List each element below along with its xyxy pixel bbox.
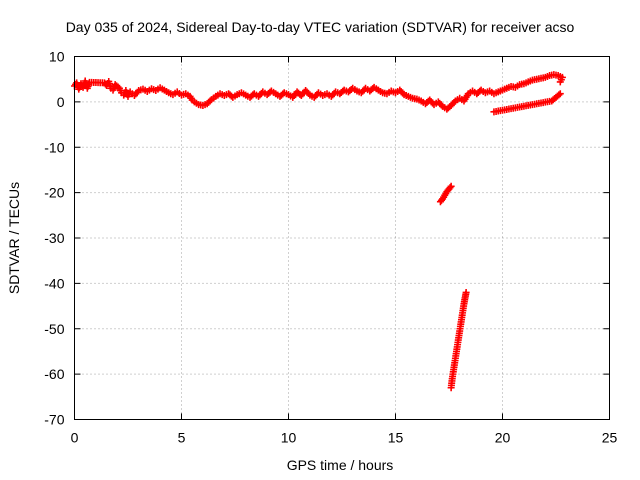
y-tick-label: -10 (44, 139, 64, 155)
series-3 (447, 288, 470, 392)
y-tick-label: -60 (44, 366, 64, 382)
x-tick-label: 15 (388, 430, 404, 446)
y-axis-label: SDTVAR / TECUs (6, 182, 22, 294)
data-point (206, 97, 214, 105)
x-tick-label: 25 (602, 430, 618, 446)
series-0 (71, 71, 566, 113)
chart-title: Day 035 of 2024, Sidereal Day-to-day VTE… (66, 19, 575, 35)
data-point (304, 90, 312, 98)
data-series (71, 71, 566, 392)
y-tick-label: -50 (44, 321, 64, 337)
data-point (450, 98, 458, 106)
y-tick-label: 10 (49, 49, 65, 65)
data-point (462, 288, 470, 296)
data-point (556, 78, 564, 86)
y-tick-label: -20 (44, 185, 64, 201)
data-point (555, 91, 563, 99)
y-tick-label: -70 (44, 412, 64, 428)
data-point (399, 89, 407, 97)
y-tick-label: -30 (44, 230, 64, 246)
y-tick-label: -40 (44, 275, 64, 291)
y-tick-label: 0 (57, 94, 65, 110)
data-point (446, 184, 454, 192)
x-tick-label: 20 (495, 430, 511, 446)
data-point (556, 90, 564, 98)
y-tick-labels: 10 0 -10 -20 -30 -40 -50 -60 -70 (44, 49, 64, 428)
x-axis-label: GPS time / hours (287, 457, 394, 473)
grid-lines (74, 56, 610, 420)
plot-frame (74, 56, 610, 420)
x-tick-label: 5 (178, 430, 186, 446)
x-tick-labels: 0 5 10 15 20 25 (71, 430, 618, 446)
data-point (437, 101, 445, 109)
series-2 (436, 182, 455, 206)
x-tick-label: 0 (71, 430, 79, 446)
series-1 (490, 90, 564, 116)
x-tick-label: 10 (281, 430, 297, 446)
data-point (447, 182, 455, 190)
